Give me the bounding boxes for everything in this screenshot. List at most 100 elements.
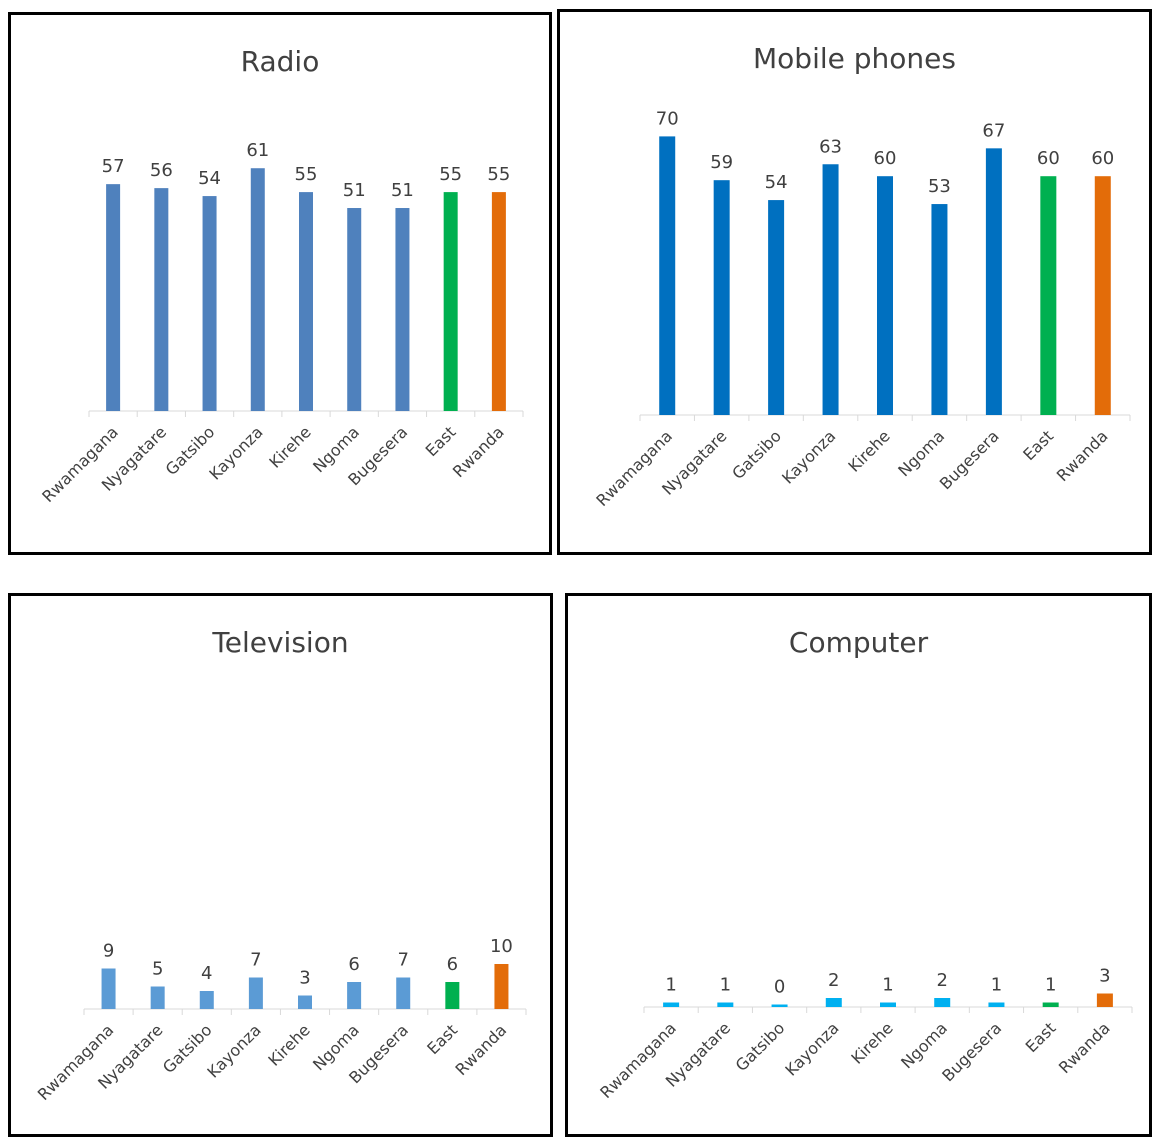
bar (202, 196, 217, 411)
data-label: 3 (299, 968, 310, 989)
bar (713, 180, 730, 415)
television-chart-panel: Television 9 Rwamagana 5 Nyagatare 4 Gatsibo 7… (8, 593, 553, 1137)
data-label: 1 (1045, 975, 1056, 996)
data-label: 55 (487, 164, 510, 185)
x-tick-label: Ngoma (897, 1018, 951, 1072)
data-label: 55 (295, 164, 318, 185)
mobile-phones-chart-panel: Mobile phones 70 Rwamagana 59 Nyagatare 54 Ga… (557, 9, 1152, 555)
data-label: 61 (246, 140, 269, 161)
data-label: 1 (991, 975, 1002, 996)
bar (298, 995, 312, 1009)
bar (250, 168, 265, 411)
data-label: 56 (150, 160, 173, 181)
x-tick-label: Kayonza (781, 1018, 842, 1079)
bar (494, 964, 509, 1009)
radio-chart-panel: Radio 57 Rwamagana 56 Nyagatare 54 Gatsibo 61 K… (8, 12, 552, 555)
data-label: 2 (828, 970, 839, 991)
x-tick-label: East (1019, 426, 1057, 464)
x-tick-label: Rwanda (449, 422, 508, 481)
bar (248, 977, 263, 1009)
bar (347, 982, 362, 1009)
bar (445, 982, 460, 1009)
x-tick-label: Rwamagana (596, 1018, 680, 1102)
bar (825, 998, 842, 1007)
data-label: 70 (656, 108, 679, 129)
bar (771, 1004, 788, 1007)
data-label: 6 (447, 954, 458, 975)
data-label: 1 (665, 975, 676, 996)
x-tick-label: East (422, 422, 460, 460)
x-tick-label: Rwanda (1053, 426, 1112, 485)
data-label: 54 (198, 168, 221, 189)
data-label: 9 (103, 941, 114, 962)
bar (199, 991, 214, 1009)
data-label: 0 (774, 977, 785, 998)
chart-title: Mobile phones (753, 42, 956, 75)
bar (717, 1002, 734, 1007)
x-tick-label: Gatsibo (728, 426, 785, 483)
data-label: 54 (765, 172, 788, 193)
bar (396, 977, 411, 1009)
data-label: 63 (819, 136, 842, 157)
x-tick-label: Bugesera (936, 426, 1003, 493)
data-label: 51 (343, 180, 366, 201)
bar (768, 200, 785, 415)
x-tick-label: Kayonza (205, 422, 266, 483)
bar (150, 986, 165, 1009)
data-label: 60 (874, 148, 897, 169)
data-label: 60 (1037, 148, 1060, 169)
x-tick-label: East (423, 1020, 461, 1058)
x-tick-label: Rwanda (452, 1020, 511, 1079)
data-label: 53 (928, 176, 951, 197)
data-label: 51 (391, 180, 414, 201)
x-tick-label: Ngoma (894, 426, 948, 480)
bar (985, 148, 1002, 415)
mobile-phones-chart: 70Rwamagana59Nyagatare54Gatsibo63Kayonza… (592, 108, 1131, 510)
x-tick-label: Kirehe (847, 1018, 896, 1067)
bar (299, 192, 313, 411)
bar (663, 1002, 680, 1007)
bar (988, 1002, 1005, 1007)
x-tick-label: Rwanda (1055, 1018, 1114, 1077)
bar (443, 192, 458, 411)
television-chart: 9Rwamagana5Nyagatare4Gatsibo7Kayonza3Kir… (34, 936, 527, 1104)
bar (659, 136, 676, 415)
bar (491, 192, 506, 411)
x-tick-label: Rwamagana (592, 426, 676, 510)
x-tick-label: East (1022, 1018, 1060, 1056)
data-label: 2 (936, 970, 947, 991)
x-tick-label: Kirehe (844, 426, 893, 475)
data-label: 60 (1091, 148, 1114, 169)
bar (101, 968, 116, 1009)
data-label: 57 (102, 156, 125, 177)
bar (106, 184, 121, 411)
chart-title: Computer (788, 626, 929, 659)
x-tick-label: Kayonza (203, 1020, 264, 1081)
chart-title: Radio (240, 45, 320, 78)
radio-chart: 57Rwamagana56Nyagatare54Gatsibo61Kayonza… (38, 140, 524, 506)
x-tick-label: Gatsibo (732, 1018, 789, 1075)
bar (1094, 176, 1111, 415)
data-label: 55 (439, 164, 462, 185)
data-label: 4 (201, 963, 212, 984)
data-label: 7 (397, 950, 408, 971)
x-tick-label: Bugesera (938, 1018, 1005, 1085)
bar (877, 176, 893, 415)
bar (822, 164, 839, 415)
x-tick-label: Kirehe (264, 1020, 313, 1069)
data-label: 6 (348, 954, 359, 975)
bar (931, 204, 948, 415)
data-label: 7 (250, 950, 261, 971)
x-tick-label: Kayonza (778, 426, 839, 487)
bar (1040, 176, 1057, 415)
bar (934, 998, 951, 1007)
bar (1042, 1002, 1059, 1007)
bar (154, 188, 169, 411)
data-label: 5 (152, 959, 163, 980)
bar (347, 208, 362, 411)
computer-chart-panel: Computer 1 Rwamagana 1 Nyagatare 0 Gatsibo 2 Ka… (565, 593, 1152, 1137)
data-label: 10 (490, 936, 513, 957)
x-tick-label: Kirehe (265, 422, 314, 471)
bar (395, 208, 410, 411)
data-label: 67 (982, 120, 1005, 141)
